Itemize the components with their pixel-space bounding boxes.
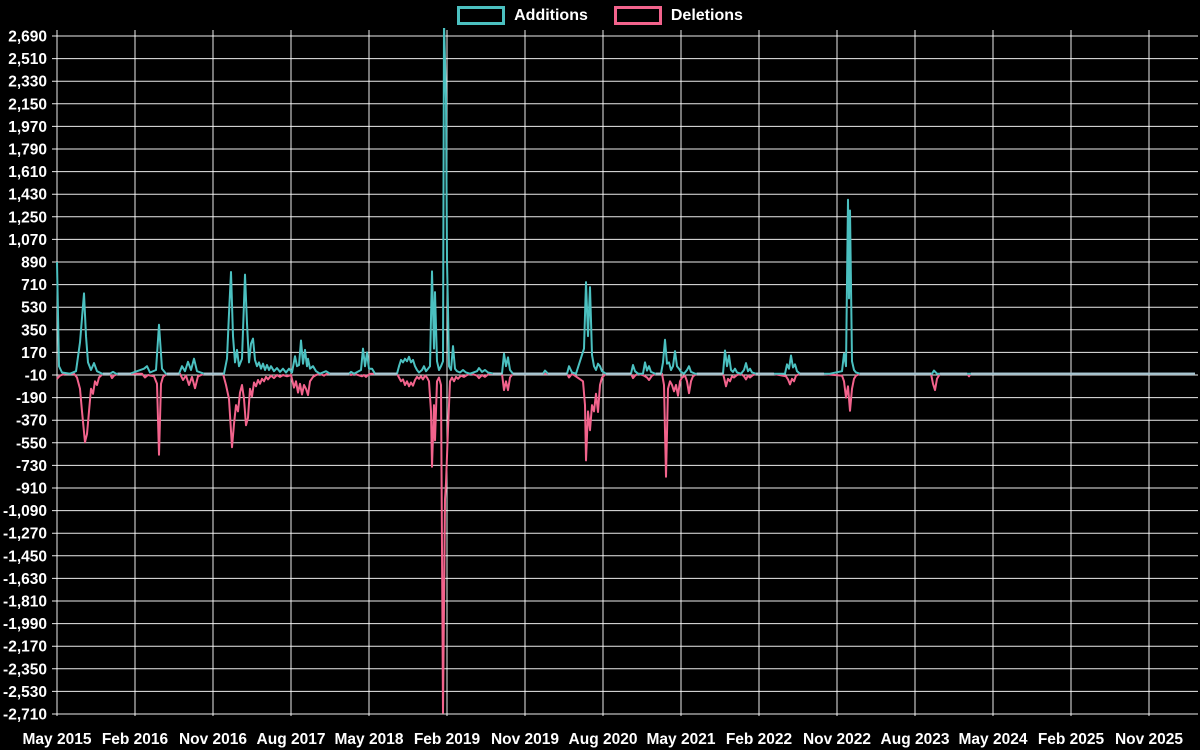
y-tick-label: 2,690 (8, 29, 47, 46)
y-axis-labels: 2,690 2,510 2,330 2,150 1,970 1,790 1,610 1,430… (3, 29, 47, 724)
x-tick-label: Nov 2025 (1115, 731, 1183, 748)
y-tick-label: 1,970 (8, 119, 47, 136)
deletions-swatch-icon (613, 6, 662, 25)
y-tick-label: -1,630 (3, 571, 47, 588)
chart-legend: Additions Deletions (0, 6, 1200, 25)
x-tick-label: Feb 2019 (414, 731, 481, 748)
x-tick-label: Aug 2017 (257, 731, 326, 748)
y-tick-label: 2,150 (8, 96, 47, 113)
y-tick-label: -10 (25, 368, 47, 385)
x-tick-label: May 2021 (647, 731, 716, 748)
y-tick-label: -1,810 (3, 594, 47, 611)
y-tick-label: -2,170 (3, 639, 47, 656)
y-tick-label: 1,430 (8, 187, 47, 204)
x-tick-label: Nov 2016 (179, 731, 247, 748)
x-tick-label: Feb 2016 (102, 731, 169, 748)
additions-line (56, 28, 1195, 375)
y-tick-label: -550 (16, 435, 47, 452)
y-tick-label: 170 (21, 345, 47, 362)
y-tick-label: -2,530 (3, 684, 47, 701)
y-tick-label: 530 (21, 300, 47, 317)
y-tick-label: -190 (16, 390, 47, 407)
y-tick-label: -1,990 (3, 616, 47, 633)
y-tick-label: -910 (16, 481, 47, 498)
y-tick-label: -2,710 (3, 707, 47, 724)
x-tick-label: Nov 2019 (491, 731, 559, 748)
y-tick-label: -370 (16, 413, 47, 430)
y-tick-label: 350 (21, 322, 47, 339)
y-tick-label: 1,070 (8, 232, 47, 249)
y-tick-label: 890 (21, 255, 47, 272)
x-tick-label: Aug 2020 (569, 731, 638, 748)
y-tick-label: 1,250 (8, 209, 47, 226)
y-tick-label: -1,450 (3, 548, 47, 565)
y-tick-label: 2,510 (8, 51, 47, 68)
x-tick-label: May 2015 (23, 731, 92, 748)
additions-label: Additions (514, 6, 588, 24)
y-tick-label: 2,330 (8, 74, 47, 91)
horizontal-gridlines (52, 35, 1198, 715)
deletions-label: Deletions (670, 6, 743, 24)
x-tick-label: May 2024 (959, 731, 1028, 748)
y-tick-label: -730 (16, 458, 47, 475)
legend-item-deletions[interactable]: Deletions (613, 6, 743, 25)
x-tick-label: Feb 2025 (1038, 731, 1105, 748)
y-tick-label: 1,610 (8, 164, 47, 181)
x-tick-label: Nov 2022 (803, 731, 871, 748)
x-tick-label: Feb 2022 (726, 731, 792, 748)
y-tick-label: 1,790 (8, 142, 47, 159)
legend-item-additions[interactable]: Additions (457, 6, 588, 25)
additions-swatch-icon (457, 6, 506, 25)
y-tick-label: -2,350 (3, 661, 47, 678)
y-tick-label: -1,270 (3, 526, 47, 543)
x-axis-labels: May 2015 Feb 2016 Nov 2016 Aug 2017 May 2018… (23, 731, 1184, 748)
y-tick-label: -1,090 (3, 503, 47, 520)
deletions-line (56, 372, 1195, 714)
x-tick-label: Aug 2023 (881, 731, 950, 748)
y-tick-label: 710 (21, 277, 47, 294)
x-tick-label: May 2018 (335, 731, 404, 748)
